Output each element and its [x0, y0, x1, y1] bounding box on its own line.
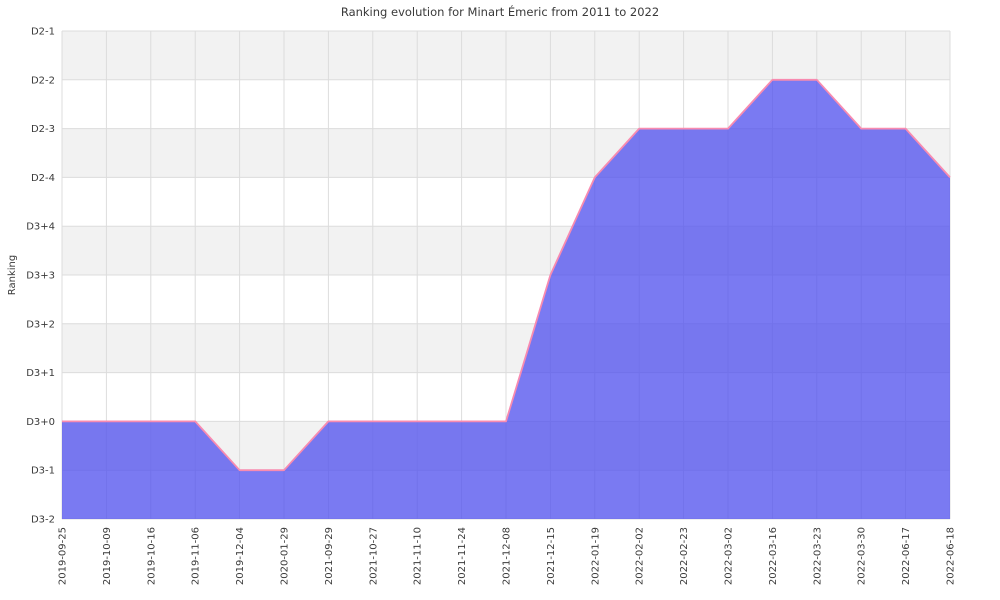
x-tick-label: 2022-02-02	[635, 527, 646, 585]
y-tick-label: D2-4	[31, 173, 55, 184]
x-tick-label: 2022-01-19	[590, 527, 601, 585]
x-tick-label: 2022-03-23	[812, 527, 823, 585]
x-tick-label: 2020-01-29	[280, 527, 291, 585]
x-tick-label: 2022-02-23	[679, 527, 690, 585]
y-tick-label: D3+0	[26, 417, 55, 428]
x-tick-label: 2022-03-02	[724, 527, 735, 585]
x-tick-label: 2019-10-16	[146, 527, 157, 585]
y-tick-label: D3+3	[26, 271, 55, 282]
x-tick-label: 2022-03-30	[857, 527, 868, 585]
chart-title: Ranking evolution for Minart Émeric from…	[340, 5, 660, 19]
x-tick-label: 2019-12-04	[235, 527, 246, 585]
series-area	[62, 79, 950, 520]
x-tick-label: 2021-12-08	[502, 527, 513, 585]
x-tick-label: 2022-06-18	[946, 527, 957, 585]
y-tick-label: D3+4	[26, 222, 55, 233]
y-tick-label: D3-2	[31, 515, 55, 526]
y-tick-label: D3+1	[26, 368, 55, 379]
x-tick-label: 2021-11-10	[413, 527, 424, 585]
series-line	[62, 78, 951, 472]
x-tick-label: 2021-11-24	[457, 527, 468, 585]
x-tick-label: 2019-09-25	[58, 527, 69, 585]
x-tick-label: 2019-11-06	[191, 527, 202, 585]
x-tick-label: 2022-03-16	[768, 527, 779, 585]
y-tick-label: D2-3	[31, 124, 55, 135]
x-tick-label: 2022-06-17	[901, 527, 912, 585]
y-tick-label: D3-1	[31, 466, 55, 477]
y-tick-label: D2-1	[31, 27, 55, 38]
x-tick-label: 2019-10-09	[102, 527, 113, 585]
x-tick-label: 2021-09-29	[324, 527, 335, 585]
y-tick-label: D2-2	[31, 75, 55, 86]
y-tick-label: D3+2	[26, 319, 55, 330]
x-tick-label: 2021-12-15	[546, 527, 557, 585]
x-tick-label: 2021-10-27	[368, 527, 379, 585]
